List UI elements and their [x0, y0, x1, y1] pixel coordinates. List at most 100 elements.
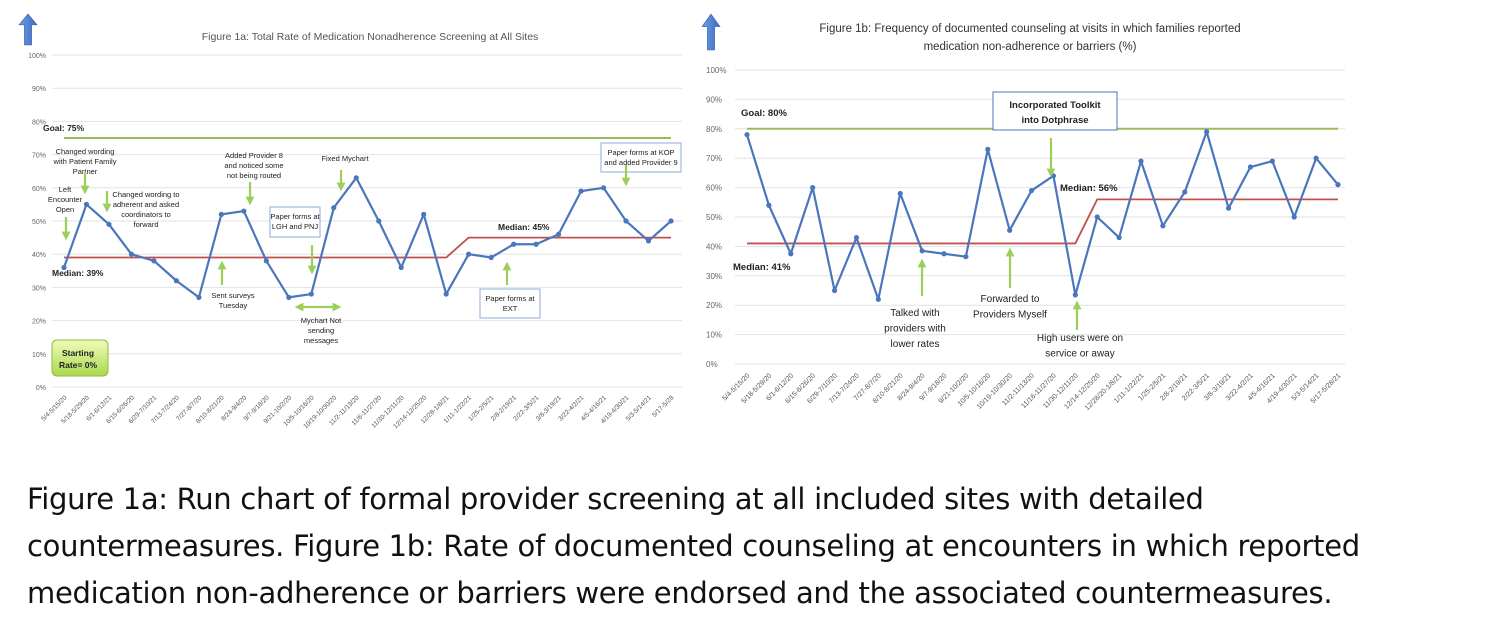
annotation-left-encounter-open-line: Left [59, 185, 72, 194]
chart-1b-data-point [810, 185, 816, 191]
chart-1b-y-tick-label: 0% [706, 360, 718, 369]
annotation-forwarded-to-providers-line: Providers Myself [973, 310, 1047, 321]
chart-1b-data-point [1225, 205, 1232, 211]
chart-1a-data-point [151, 258, 157, 264]
chart-1a-y-tick-label: 40% [32, 252, 46, 259]
chart-1b-data-point [1204, 129, 1210, 135]
annotation-changed-wording-adherent-line: Changed wording to [112, 190, 179, 199]
chart-1a-y-tick-label: 0% [36, 385, 46, 392]
chart-1b-data-point [919, 248, 925, 254]
chart-1a-y-tick-label: 100% [28, 53, 46, 60]
chart-1a-data-point [353, 175, 359, 181]
annotation-changed-wording-pfp-line: Changed wording [56, 147, 115, 156]
annotation-paper-forms-kop-line: Paper forms at KOP [607, 148, 674, 157]
annotation-changed-wording-pfp-line: Partner [73, 167, 98, 176]
chart-1a-data-point [218, 211, 224, 217]
chart-1a-data-point [173, 278, 180, 284]
chart-1a-data-point [511, 241, 517, 247]
chart-1a-data-point [623, 218, 629, 224]
chart-1b-data-point [831, 287, 838, 294]
annotation-talked-with-providers-line: Talked with [890, 308, 939, 319]
chart-1b-y-tick-label: 70% [706, 154, 722, 163]
chart-1b-y-tick-label: 100% [706, 66, 726, 75]
chart-1a-x-tick-label: 5/17-5/28 [651, 394, 676, 419]
chart-1b-data-point [875, 296, 881, 302]
chart-1a-y-tick-label: 10% [32, 352, 46, 359]
annotation-mychart-not-sending-line: Mychart Not [301, 316, 342, 325]
annotation-paper-forms-lgh-pnj-line: LGH and PNJ [272, 222, 319, 231]
chart-1a-y-tick-label: 30% [32, 285, 46, 292]
annotation-left-encounter-open-line: Open [56, 205, 74, 214]
chart-1a-y-tick-label: 50% [32, 219, 46, 226]
chart-1b-median-line [747, 198, 1338, 245]
chart-1b-y-tick-label: 80% [706, 125, 722, 134]
chart-1b-data-point [897, 190, 903, 197]
chart-1a-data-point [668, 218, 674, 224]
run-charts: Figure 1a: Total Rate of Medication Nona… [18, 13, 1345, 430]
chart-1a-data-point [196, 294, 202, 300]
annotation-added-provider-8-line: Added Provider 8 [225, 151, 283, 160]
caption-line-1: Figure 1a: Run chart of formal provider … [27, 482, 1204, 516]
chart-1a-data-point [421, 211, 427, 217]
chart-1a-data-point [645, 238, 652, 244]
annotation-mychart-not-sending-line: sending [308, 326, 334, 335]
chart-1a-data-point [263, 258, 269, 264]
annotation-changed-wording-pfp-line: with Patient Family [53, 157, 117, 166]
chart-1a-data-point [443, 291, 449, 297]
annotation-high-users-away-line: High users were on [1037, 333, 1123, 344]
annotation-talked-with-providers-line: lower rates [891, 339, 940, 350]
desired-direction-up-arrow-icon [701, 13, 721, 51]
annotation-changed-wording-adherent-line: forward [133, 220, 158, 229]
chart-1a-data-point [331, 205, 337, 211]
annotation-paper-forms-lgh-pnj-line: Paper forms at [270, 212, 320, 221]
annotation-added-provider-8-line: and noticed some [224, 161, 283, 170]
chart-1b-data-point [1335, 182, 1341, 188]
starting-rate-label-line: Starting [62, 348, 94, 358]
chart-1a-median-label-1: Median: 39% [52, 268, 104, 278]
chart-1a-data-point [83, 201, 90, 207]
annotation-talked-with-providers-line: providers with [884, 324, 946, 335]
chart-1a-median-label-2: Median: 45% [498, 222, 550, 232]
annotation-high-users-away-line: service or away [1045, 349, 1114, 360]
annotation-changed-wording-adherent-line: adherent and asked [113, 200, 179, 209]
chart-1b-data-point [1160, 223, 1166, 229]
chart-1a-data-line [62, 176, 672, 299]
chart-1b-y-tick-label: 90% [706, 95, 722, 104]
annotation-sent-surveys-line: Sent surveys [211, 291, 255, 300]
chart-1b-data-point [766, 202, 772, 208]
starting-rate-label-line: Rate= 0% [59, 360, 97, 370]
desired-direction-up-arrow-icon [18, 13, 38, 46]
chart-1a-data-point [488, 254, 494, 261]
chart-1a-data-point [555, 231, 562, 237]
starting-rate-box [51, 339, 109, 377]
chart-1b-y-tick-label: 40% [706, 242, 722, 251]
chart-1b-data-point [1094, 214, 1100, 220]
chart-1a-median-line [64, 236, 671, 259]
chart-1b-y-tick-label: 30% [706, 272, 722, 281]
chart-1b-data-point [963, 254, 969, 260]
chart-1b-median-label-1: Median: 41% [733, 262, 791, 273]
chart-1b-data-point [1182, 189, 1188, 195]
chart-1a-data-point [600, 185, 607, 191]
figure-caption: Figure 1a: Run chart of formal provider … [27, 476, 1360, 617]
chart-1a-data-point [106, 221, 112, 227]
chart-1b-data-point [1138, 158, 1144, 164]
annotation-forwarded-to-providers-line: Forwarded to [981, 294, 1040, 305]
annotation-box-kop [600, 142, 682, 173]
chart-1b-data-point [788, 251, 794, 257]
chart-1b-median-label-2: Median: 56% [1060, 183, 1118, 194]
chart-1b-data-point [985, 146, 991, 152]
chart-1a-goal-label: Goal: 75% [43, 123, 85, 133]
chart-1a-data-point [398, 264, 404, 271]
chart-1a-y-tick-label: 70% [32, 153, 46, 160]
chart-1b-y-tick-label: 10% [706, 331, 722, 340]
chart-1a-y-tick-label: 80% [32, 119, 46, 126]
chart-1b-y-tick-label: 50% [706, 213, 722, 222]
chart-1a-y-tick-label: 60% [32, 186, 46, 193]
chart-1a-y-tick-label: 90% [32, 86, 46, 93]
chart-1a-data-point [286, 294, 292, 300]
annotation-fixed-mychart: Fixed Mychart [321, 154, 369, 163]
annotation-incorporated-toolkit-line: into Dotphrase [1021, 115, 1088, 126]
chart-1b-data-point [941, 251, 947, 257]
annotation-paper-forms-kop-line: and added Proviider 9 [604, 158, 677, 167]
